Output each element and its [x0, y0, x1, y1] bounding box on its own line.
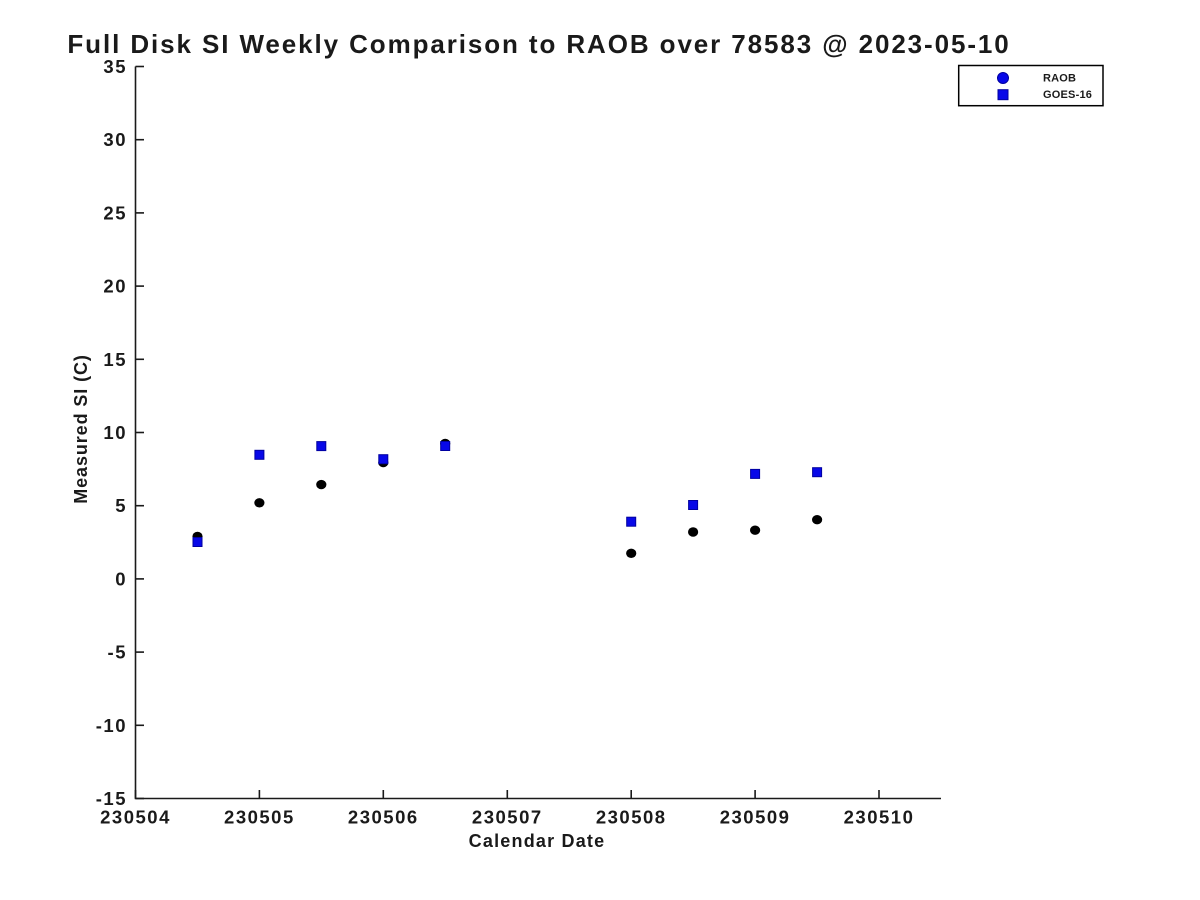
- svg-text:230509: 230509: [720, 807, 791, 828]
- svg-text:35: 35: [103, 56, 127, 77]
- svg-text:230507: 230507: [472, 807, 543, 828]
- svg-text:30: 30: [103, 129, 127, 150]
- svg-text:230508: 230508: [596, 807, 667, 828]
- svg-text:15: 15: [103, 349, 127, 370]
- svg-text:RAOB: RAOB: [1043, 73, 1076, 85]
- svg-text:25: 25: [103, 202, 127, 223]
- svg-text:-10: -10: [96, 715, 127, 736]
- svg-text:230505: 230505: [224, 807, 295, 828]
- svg-text:230506: 230506: [348, 807, 419, 828]
- svg-text:10: 10: [103, 422, 127, 443]
- svg-text:230504: 230504: [100, 807, 171, 828]
- svg-text:Full Disk SI Weekly Comparison: Full Disk SI Weekly Comparison to RAOB o…: [67, 29, 1010, 59]
- svg-text:Calendar Date: Calendar Date: [469, 831, 606, 851]
- svg-text:230510: 230510: [844, 807, 915, 828]
- svg-text:5: 5: [115, 495, 127, 516]
- svg-text:-15: -15: [96, 788, 127, 809]
- svg-text:0: 0: [115, 568, 127, 589]
- svg-text:GOES-16: GOES-16: [1043, 89, 1092, 101]
- svg-text:-5: -5: [108, 642, 127, 663]
- svg-text:20: 20: [103, 276, 127, 297]
- svg-text:Measured SI (C): Measured SI (C): [71, 354, 91, 504]
